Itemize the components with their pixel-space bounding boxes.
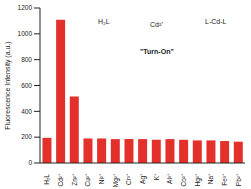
svg-text:Hg²⁺: Hg²⁺ [194, 174, 202, 186]
html-text:L-Cd-L: L-Cd-L [205, 18, 227, 25]
svg-text:Ag⁺: Ag⁺ [139, 174, 147, 184]
html-text:H₂L: H₂L [98, 18, 110, 25]
svg-text:Al³⁺: Al³⁺ [166, 174, 173, 184]
svg-text:200: 200 [21, 133, 32, 140]
svg-text:Cd²⁺: Cd²⁺ [57, 174, 64, 186]
svg-text:Fe³⁺: Fe³⁺ [221, 174, 228, 186]
svg-text:800: 800 [21, 56, 32, 63]
svg-text:Co²⁺: Co²⁺ [180, 174, 187, 186]
html-text:Cd²⁺: Cd²⁺ [150, 21, 164, 28]
svg-text:1200: 1200 [18, 4, 33, 11]
svg-text:Na⁺: Na⁺ [207, 174, 214, 184]
svg-text:400: 400 [21, 108, 32, 115]
svg-text:H₂L: H₂L [43, 174, 50, 185]
svg-text:600: 600 [21, 82, 32, 89]
svg-text:Mg²⁺: Mg²⁺ [112, 174, 120, 187]
html-text:"Turn-On": "Turn-On" [140, 48, 174, 55]
svg-text:1000: 1000 [18, 30, 33, 37]
svg-text:Fluorescence Intensity (a.u.): Fluorescence Intensity (a.u.) [8, 41, 12, 129]
svg-text:Zn²⁺: Zn²⁺ [71, 174, 78, 186]
svg-text:Cr³⁺: Cr³⁺ [125, 174, 132, 185]
svg-text:K⁺: K⁺ [153, 174, 160, 180]
svg-text:0: 0 [28, 159, 32, 166]
svg-text:Pb²⁺: Pb²⁺ [235, 174, 242, 186]
svg-text:Ni²⁺: Ni²⁺ [98, 174, 105, 184]
svg-text:Cu²⁺: Cu²⁺ [84, 174, 91, 186]
